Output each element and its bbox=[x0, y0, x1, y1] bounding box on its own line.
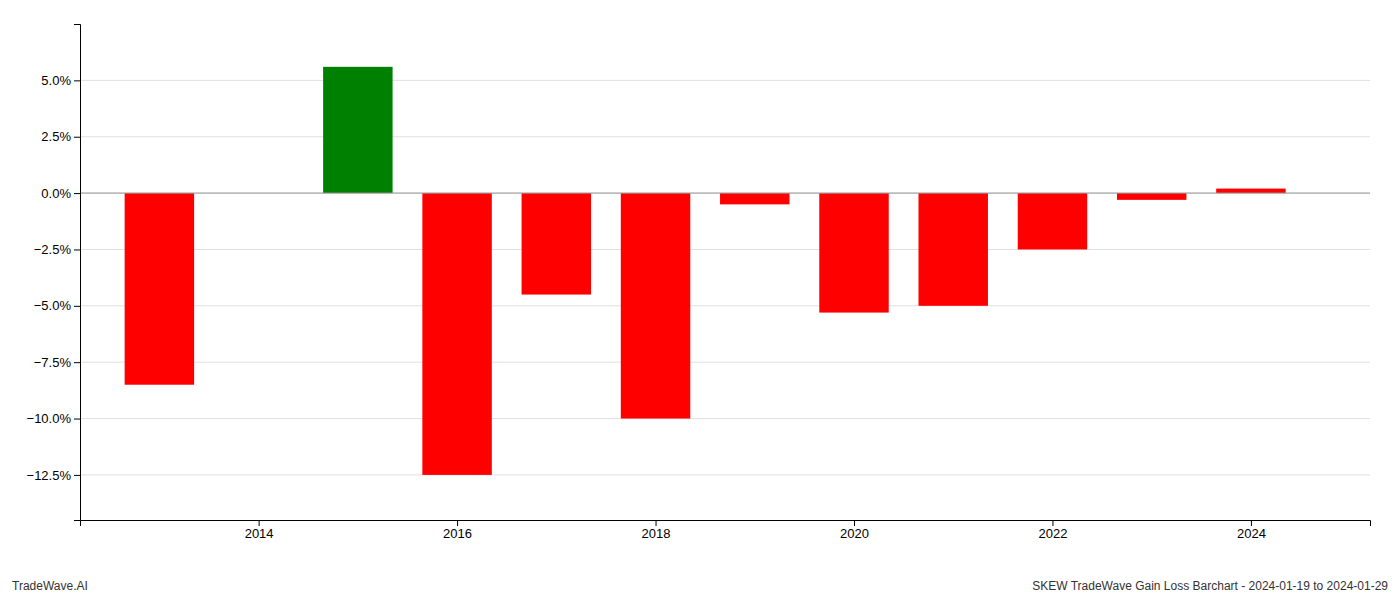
tick-label: 2018 bbox=[642, 526, 671, 541]
y-tick: 2.5% bbox=[41, 129, 80, 144]
tick-mark bbox=[259, 520, 260, 526]
plot-area: −12.5% −10.0% −7.5% −5.0% −2.5% 0.0% 2.5% 5.0% 2… bbox=[27, 25, 1371, 542]
tick-mark bbox=[74, 362, 80, 363]
chart-root: −12.5% −10.0% −7.5% −5.0% −2.5% 0.0% 2.5% 5.0% 2… bbox=[0, 0, 1400, 600]
grid-line bbox=[80, 305, 1370, 306]
tick-label: 2016 bbox=[443, 526, 472, 541]
tick-label: 2024 bbox=[1237, 526, 1266, 541]
bar bbox=[1216, 189, 1285, 194]
grid bbox=[80, 80, 1370, 475]
tick-label: 2.5% bbox=[41, 129, 71, 144]
bar bbox=[125, 193, 194, 385]
bar bbox=[323, 67, 392, 193]
tick-mark bbox=[1052, 520, 1053, 526]
tick-mark bbox=[74, 475, 80, 476]
y-tick: −12.5% bbox=[27, 468, 80, 483]
x-tick: 2016 bbox=[443, 520, 472, 541]
tick-label: −7.5% bbox=[34, 355, 72, 370]
tick-label: 2020 bbox=[840, 526, 869, 541]
tick-mark bbox=[74, 137, 80, 138]
tick-label: −12.5% bbox=[27, 468, 72, 483]
bar bbox=[1117, 193, 1186, 200]
bar bbox=[1018, 193, 1087, 249]
y-tick: −7.5% bbox=[34, 355, 80, 370]
x-axis: 2014 2016 2018 2020 2022 2024 bbox=[81, 520, 1371, 541]
grid-line bbox=[80, 362, 1370, 363]
bar bbox=[522, 193, 591, 294]
zero-line bbox=[80, 193, 1370, 194]
tick-label: 2022 bbox=[1039, 526, 1068, 541]
tick-label: −5.0% bbox=[34, 298, 72, 313]
tick-mark bbox=[74, 419, 80, 420]
tick-mark bbox=[74, 249, 80, 250]
tick-mark bbox=[74, 80, 80, 81]
y-tick: 5.0% bbox=[41, 73, 80, 88]
y-tick: −5.0% bbox=[34, 298, 80, 313]
axis-line bbox=[74, 25, 81, 521]
bar bbox=[720, 193, 789, 204]
footer-text: TradeWave.AI bbox=[12, 579, 88, 593]
grid-line bbox=[80, 418, 1370, 419]
y-tick: −2.5% bbox=[34, 242, 80, 257]
x-tick: 2018 bbox=[642, 520, 671, 541]
tick-label: 5.0% bbox=[41, 73, 71, 88]
tick-mark bbox=[457, 520, 458, 526]
bar bbox=[819, 193, 888, 312]
footer-text: SKEW TradeWave Gain Loss Barchart - 2024… bbox=[1032, 579, 1388, 593]
y-axis: −12.5% −10.0% −7.5% −5.0% −2.5% 0.0% 2.5% 5.0% bbox=[27, 25, 81, 521]
bar bbox=[919, 193, 988, 306]
axis-line bbox=[81, 521, 1371, 527]
grid-line bbox=[80, 80, 1370, 81]
tick-mark bbox=[1251, 520, 1252, 526]
tick-mark bbox=[854, 520, 855, 526]
x-tick: 2020 bbox=[840, 520, 869, 541]
grid-line bbox=[80, 474, 1370, 475]
x-tick: 2014 bbox=[245, 520, 274, 541]
y-tick: −10.0% bbox=[27, 411, 80, 426]
grid-line bbox=[80, 136, 1370, 137]
tick-label: 2014 bbox=[245, 526, 274, 541]
tick-label: −2.5% bbox=[34, 242, 72, 257]
bar bbox=[621, 193, 690, 418]
grid-line bbox=[80, 249, 1370, 250]
tick-mark bbox=[74, 306, 80, 307]
y-tick: 0.0% bbox=[41, 186, 80, 201]
tick-mark bbox=[74, 193, 80, 194]
x-tick: 2024 bbox=[1237, 520, 1266, 541]
grid-line bbox=[80, 193, 1370, 194]
x-tick: 2022 bbox=[1039, 520, 1068, 541]
tick-label: 0.0% bbox=[41, 186, 71, 201]
bars bbox=[125, 67, 1286, 475]
bar bbox=[422, 193, 491, 475]
tick-label: −10.0% bbox=[27, 411, 72, 426]
tick-mark bbox=[656, 520, 657, 526]
